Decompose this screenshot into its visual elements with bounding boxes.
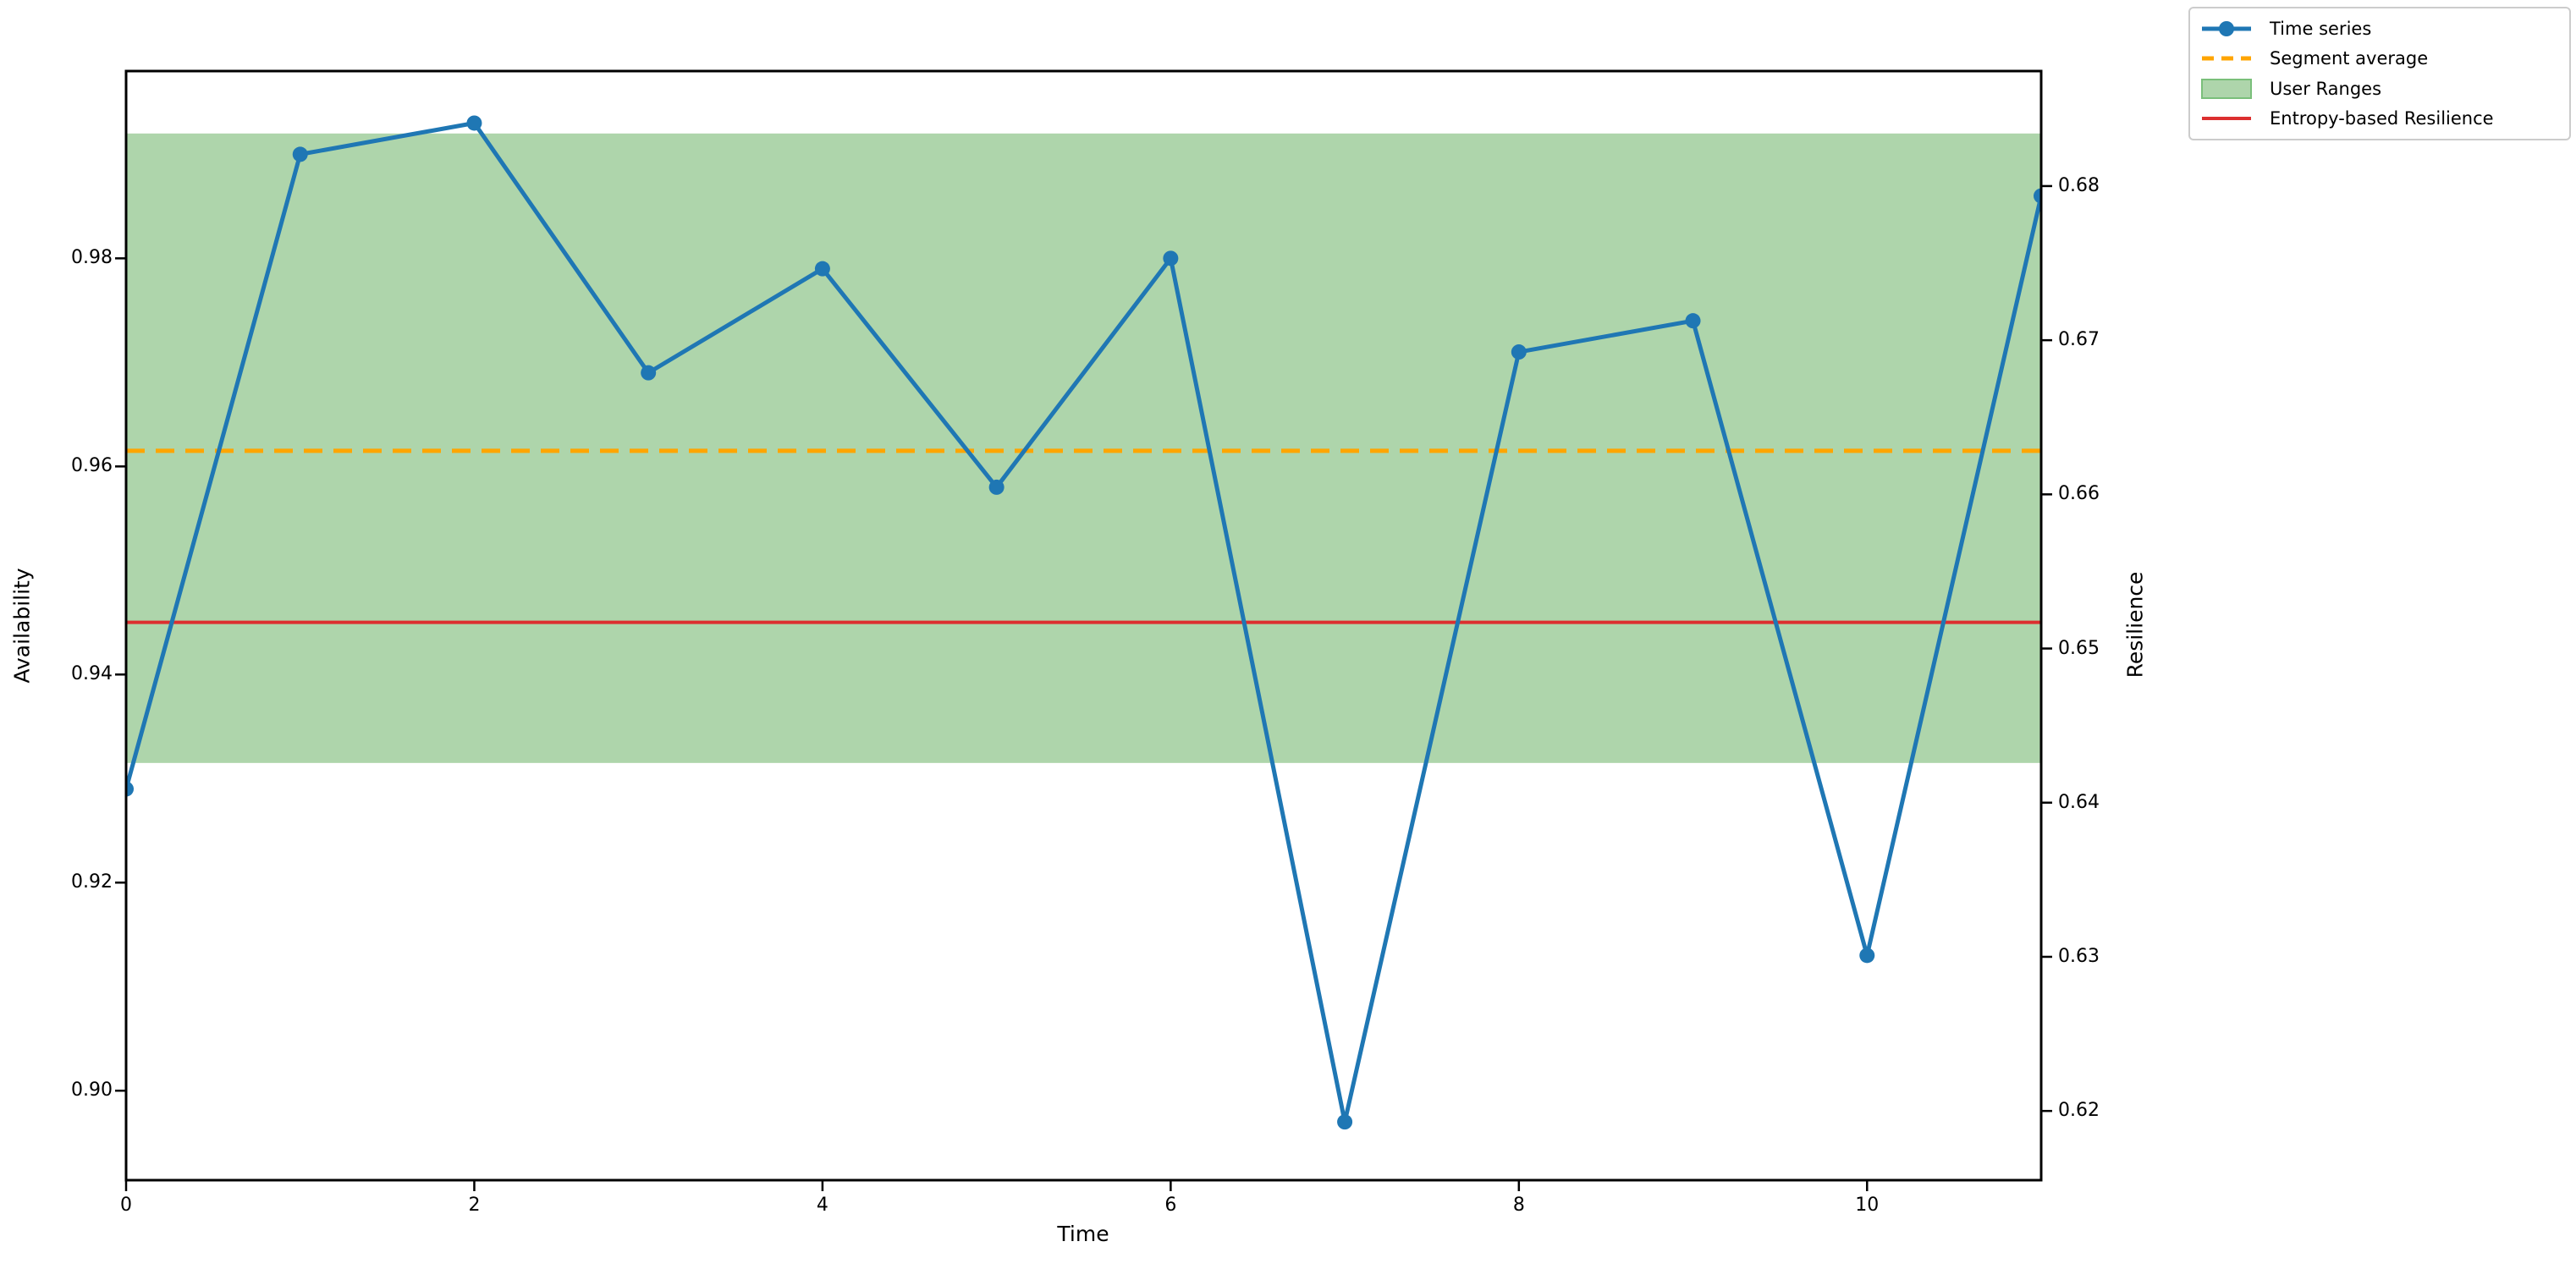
legend-item-time-series: Time series — [2200, 14, 2559, 43]
y-right-tick-label: 0.67 — [2058, 329, 2100, 351]
legend: Time series Segment average User Ranges … — [2188, 7, 2571, 140]
data-point — [292, 146, 308, 162]
y-right-tick-label: 0.68 — [2058, 174, 2100, 196]
y-left-tick-label: 0.92 — [71, 871, 113, 893]
data-point — [1685, 313, 1701, 329]
x-tick-label: 4 — [816, 1195, 828, 1216]
dashed-line-swatch-icon — [2202, 56, 2251, 61]
legend-item-entropy-resilience: Entropy-based Resilience — [2200, 104, 2559, 133]
legend-label: Time series — [2270, 18, 2372, 39]
x-tick-label: 8 — [1512, 1195, 1525, 1216]
legend-label: Entropy-based Resilience — [2270, 108, 2494, 129]
legend-label: User Ranges — [2270, 78, 2382, 99]
y-right-axis-label: Resilience — [2122, 571, 2148, 678]
time-series-swatch-icon — [2202, 20, 2251, 36]
x-tick-label: 10 — [1855, 1195, 1880, 1216]
data-point — [1859, 948, 1875, 964]
x-axis-label: Time — [1057, 1222, 1109, 1246]
data-point — [466, 115, 482, 131]
y-right-tick-label: 0.66 — [2058, 483, 2100, 505]
time-series-line — [126, 120, 2041, 1124]
legend-item-segment-average: Segment average — [2200, 44, 2559, 73]
data-point — [814, 261, 830, 277]
solid-line-swatch-icon — [2202, 117, 2251, 121]
y-left-axis-label: Availability — [9, 568, 35, 684]
y-right-tick-label: 0.64 — [2058, 791, 2100, 813]
y-left-tick-label: 0.96 — [71, 455, 113, 477]
y-right-tick-label: 0.63 — [2058, 945, 2100, 967]
y-right-tick-label: 0.65 — [2058, 637, 2100, 659]
data-point — [988, 479, 1005, 495]
data-point — [641, 365, 657, 381]
plot-border — [124, 69, 2043, 1182]
x-tick-label: 2 — [468, 1195, 481, 1216]
data-point — [1163, 250, 1179, 266]
data-point — [1511, 344, 1527, 360]
user-ranges-band — [126, 133, 2041, 763]
data-point — [1337, 1114, 1353, 1130]
data-point — [126, 781, 134, 797]
x-tick-label: 6 — [1164, 1195, 1177, 1216]
y-left-tick-label: 0.90 — [71, 1079, 113, 1101]
band-swatch-icon — [2201, 78, 2252, 99]
y-left-tick-label: 0.98 — [71, 247, 113, 269]
legend-item-user-ranges: User Ranges — [2200, 74, 2559, 103]
x-tick-label: 0 — [120, 1195, 132, 1216]
legend-label: Segment average — [2270, 48, 2429, 69]
y-right-tick-label: 0.62 — [2058, 1100, 2100, 1122]
y-left-tick-label: 0.94 — [71, 663, 113, 685]
plot-contents — [126, 115, 2041, 1130]
data-point — [2034, 188, 2041, 204]
